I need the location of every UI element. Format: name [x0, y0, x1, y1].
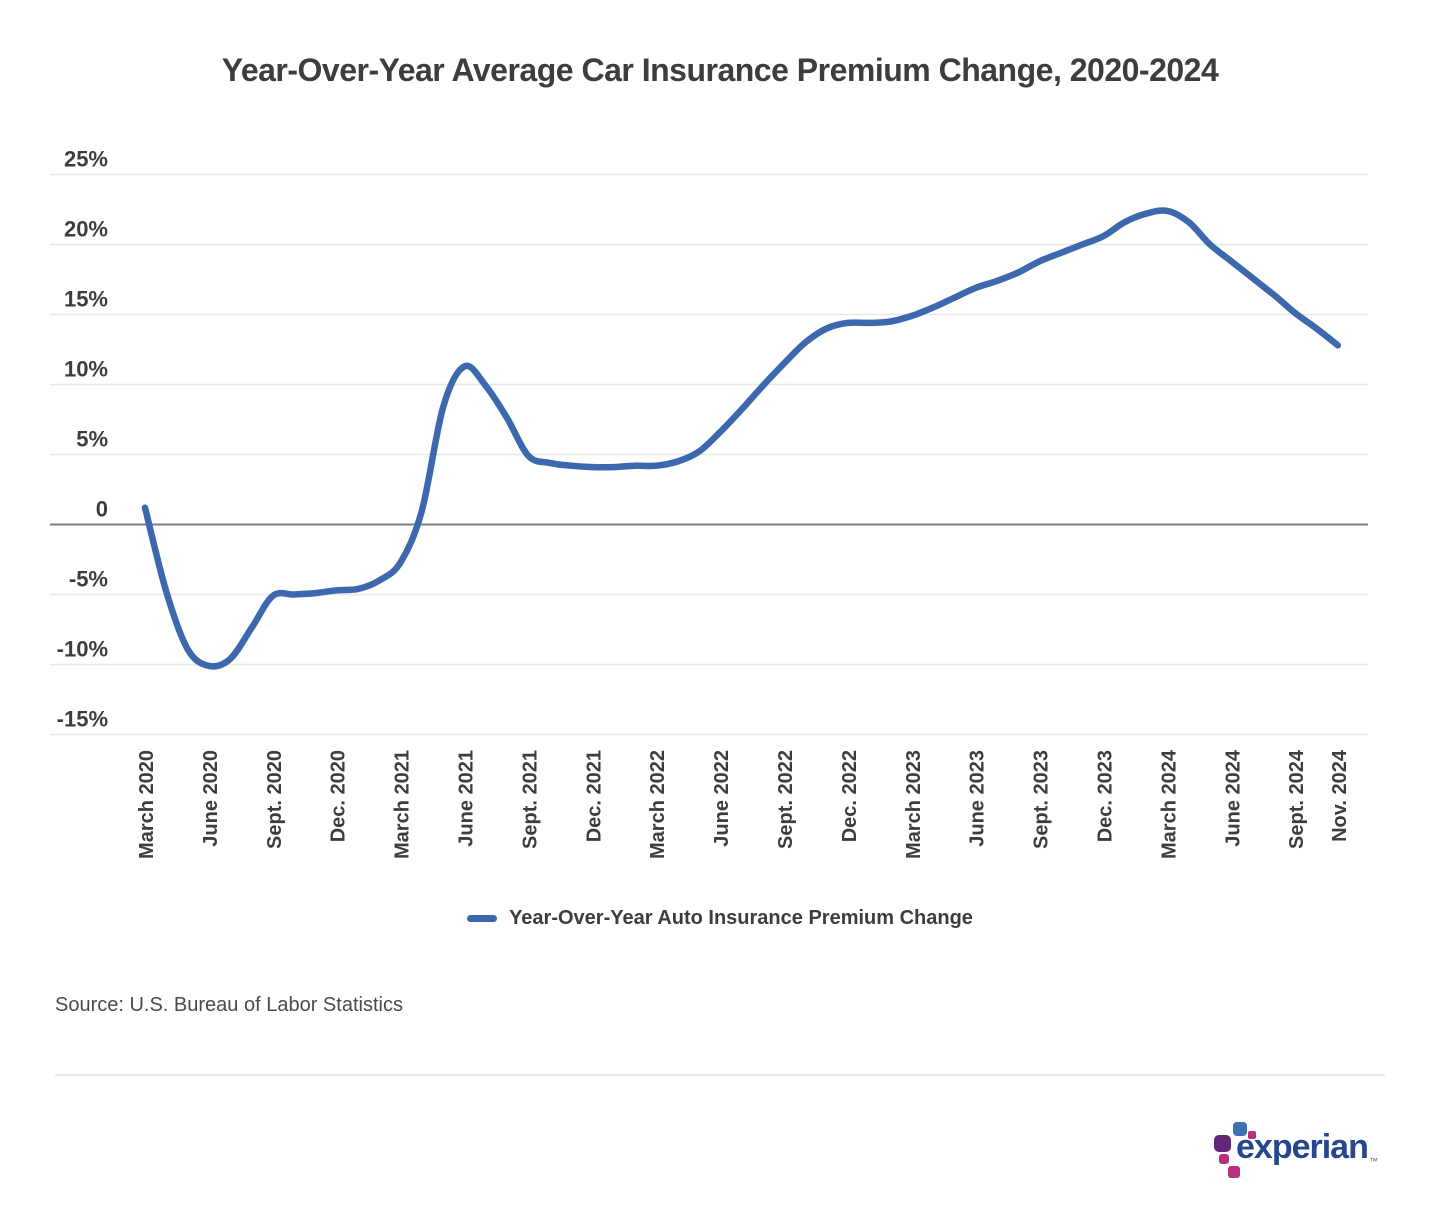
chart-title: Year-Over-Year Average Car Insurance Pre…: [221, 52, 1219, 88]
logo-square-purple-icon: [1214, 1135, 1231, 1152]
logo-square-magenta-icon: [1219, 1154, 1229, 1164]
footer-divider: [55, 1074, 1385, 1076]
y-tick-label: -10%: [57, 637, 108, 662]
legend-line-swatch: [467, 914, 498, 922]
experian-logo: experian ™: [1213, 1116, 1388, 1186]
x-tick-label: March 2024: [1158, 749, 1180, 859]
chart-canvas: 25% 20% 15% 10% 5% 0 -5% -10% -15% March 2020 June…: [50, 147, 1368, 859]
x-tick-label: June 2024: [1222, 749, 1244, 847]
x-tick-label: June 2023: [967, 750, 989, 847]
y-tick-label: 0: [96, 497, 108, 522]
x-tick-label: Dec. 2020: [328, 750, 350, 842]
trademark-symbol: ™: [1369, 1156, 1378, 1166]
x-tick-label: June 2022: [711, 750, 733, 847]
logo-square-magenta-icon: [1248, 1131, 1256, 1139]
x-tick-label: Sept. 2024: [1286, 749, 1308, 849]
y-tick-label: 20%: [64, 217, 108, 242]
x-tick-label: Sept. 2020: [264, 750, 286, 849]
brand-wordmark: experian: [1236, 1128, 1369, 1166]
x-tick-label: Sept. 2021: [519, 750, 541, 849]
y-tick-label: 10%: [64, 357, 108, 382]
y-tick-label: 15%: [64, 287, 108, 312]
x-tick-label: June 2020: [200, 750, 222, 847]
y-tick-label: -5%: [69, 567, 108, 592]
x-tick-label: Sept. 2023: [1031, 750, 1053, 849]
source-note: Source: U.S. Bureau of Labor Statistics: [55, 994, 403, 1016]
series-line: [141, 207, 1342, 670]
x-tick-label: Dec. 2022: [839, 750, 861, 842]
y-tick-label: -15%: [57, 707, 108, 732]
x-tick-label: Nov. 2024: [1329, 749, 1351, 842]
chart-legend: Year-Over-Year Auto Insurance Premium Ch…: [0, 905, 1440, 931]
x-tick-label: June 2021: [456, 750, 478, 847]
x-tick-label: March 2022: [647, 750, 669, 859]
legend-label: Year-Over-Year Auto Insurance Premium Ch…: [509, 906, 973, 929]
x-tick-label: March 2023: [903, 750, 925, 859]
logo-square-magenta-icon: [1228, 1166, 1240, 1178]
logo-square-blue-icon: [1233, 1122, 1247, 1136]
x-tick-label: Dec. 2021: [583, 750, 605, 842]
x-tick-label: Sept. 2022: [775, 750, 797, 849]
x-tick-label: Dec. 2023: [1095, 750, 1117, 842]
x-tick-label: March 2021: [392, 750, 414, 859]
y-tick-label: 5%: [76, 427, 108, 452]
x-tick-label: March 2020: [136, 750, 158, 859]
y-tick-label: 25%: [64, 147, 108, 172]
